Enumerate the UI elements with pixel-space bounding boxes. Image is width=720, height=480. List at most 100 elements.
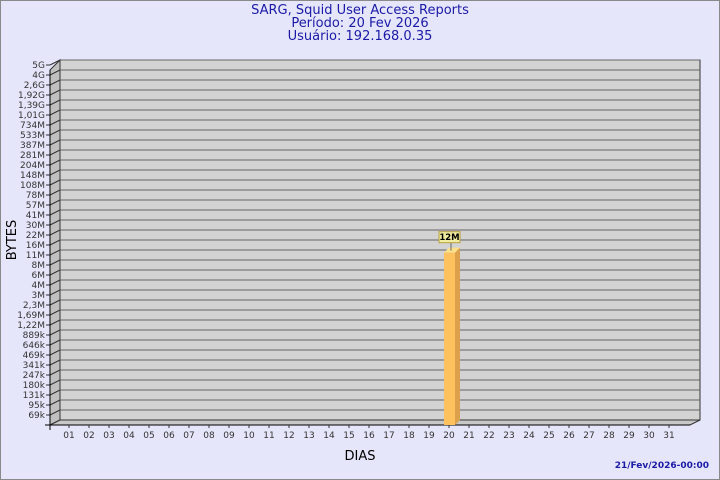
x-tick-label: 28 <box>603 431 615 441</box>
x-tick-label: 12 <box>283 431 294 441</box>
y-tick-label: 204M <box>20 161 45 171</box>
gridline-connector <box>49 389 61 396</box>
gridline-connector <box>49 359 61 366</box>
x-tick-label: 08 <box>203 431 215 441</box>
y-tick-label: 1,39G <box>18 101 45 111</box>
x-tick-label: 26 <box>563 431 575 441</box>
gridline-connector <box>49 379 61 386</box>
y-tick-label: 148M <box>20 171 45 181</box>
gridline-connector <box>49 169 61 176</box>
gridline-connector <box>49 159 61 166</box>
x-tick-label: 04 <box>123 431 135 441</box>
y-tick-label: 180k <box>23 381 46 391</box>
x-tick-label: 15 <box>343 431 354 441</box>
gridline-connector <box>49 149 61 156</box>
x-tick-label: 31 <box>663 431 674 441</box>
x-tick-label: 30 <box>643 431 655 441</box>
y-tick-label: 1,01G <box>18 111 45 121</box>
x-tick-label: 22 <box>483 431 494 441</box>
x-axis-label: DIAS <box>345 449 376 464</box>
x-tick-label: 29 <box>623 431 635 441</box>
gridline-connector <box>49 129 61 136</box>
y-tick-label: 734M <box>20 121 45 131</box>
x-tick-label: 05 <box>143 431 154 441</box>
gridline-connector <box>49 289 61 296</box>
gridline-connector <box>49 109 61 116</box>
gridline-connector <box>49 279 61 286</box>
gridline-connector <box>49 339 61 346</box>
x-tick-label: 01 <box>63 431 74 441</box>
y-tick-label: 108M <box>20 181 45 191</box>
gridline-connector <box>49 319 61 326</box>
y-tick-label: 22M <box>26 231 45 241</box>
gridline-connector <box>49 229 61 236</box>
footer-timestamp: 21/Fev/2026-00:00 <box>614 461 709 471</box>
gridline-connector <box>49 99 61 106</box>
y-tick-label: 247k <box>23 371 46 381</box>
gridline-connector <box>49 139 61 146</box>
x-tick-label: 02 <box>83 431 94 441</box>
gridline-connector <box>49 199 61 206</box>
gridline-connector <box>49 89 61 96</box>
gridline-connector <box>49 299 61 306</box>
y-tick-label: 1,92G <box>18 91 45 101</box>
gridline-connector <box>49 309 61 316</box>
y-tick-label: 30M <box>26 221 45 231</box>
y-tick-label: 646k <box>23 341 46 351</box>
y-tick-label: 3M <box>32 291 46 301</box>
x-tick-label: 23 <box>503 431 514 441</box>
x-tick-label: 14 <box>323 431 335 441</box>
y-tick-label: 16M <box>26 241 45 251</box>
plot-floor <box>49 419 701 426</box>
y-tick-label: 341k <box>23 361 46 371</box>
y-tick-label: 2,3M <box>23 301 45 311</box>
x-tick-label: 20 <box>443 431 455 441</box>
x-tick-label: 13 <box>303 431 314 441</box>
bar-top <box>444 247 460 253</box>
bar-side <box>455 247 460 425</box>
y-tick-label: 1,69M <box>17 311 45 321</box>
gridline-connector <box>49 219 61 226</box>
y-tick-label: 4G <box>32 71 45 81</box>
x-tick-label: 07 <box>183 431 194 441</box>
gridline-connector <box>49 259 61 266</box>
chart-title: SARG, Squid User Access Reports <box>251 3 469 18</box>
gridline-connector <box>49 269 61 276</box>
gridline-connector <box>49 189 61 196</box>
gridline-connector <box>49 79 61 86</box>
gridline-connector <box>49 209 61 216</box>
y-tick-label: 78M <box>26 191 45 201</box>
y-tick-label: 95k <box>28 401 45 411</box>
x-tick-label: 21 <box>463 431 474 441</box>
x-tick-label: 17 <box>383 431 394 441</box>
gridline-connector <box>49 69 61 76</box>
y-axis-label: BYTES <box>5 220 20 261</box>
gridline-connector <box>49 399 61 406</box>
y-tick-label: 6M <box>32 271 46 281</box>
y-tick-label: 11M <box>26 251 45 261</box>
x-tick-label: 16 <box>363 431 375 441</box>
gridline-connector <box>49 369 61 376</box>
y-tick-label: 1,22M <box>17 321 45 331</box>
gridline-connector <box>49 119 61 126</box>
y-tick-label: 469k <box>23 351 46 361</box>
x-tick-label: 25 <box>543 431 554 441</box>
gridline-connector <box>49 409 61 416</box>
y-tick-label: 2,6G <box>24 81 45 91</box>
y-tick-label: 5G <box>32 61 45 71</box>
x-tick-label: 06 <box>163 431 175 441</box>
y-tick-label: 533M <box>20 131 45 141</box>
y-tick-label: 69k <box>28 411 45 421</box>
y-tick-label: 8M <box>32 261 46 271</box>
gridline-connector <box>49 349 61 356</box>
y-tick-label: 889k <box>23 331 46 341</box>
chart-subtitle-user: Usuário: 192.168.0.35 <box>287 29 433 44</box>
x-tick-label: 11 <box>263 431 274 441</box>
data-label: 12M <box>439 233 459 243</box>
gridline-connector <box>49 249 61 256</box>
y-tick-label: 131k <box>23 391 46 401</box>
x-tick-label: 24 <box>523 431 535 441</box>
chart-subtitle-period: Período: 20 Fev 2026 <box>291 16 429 31</box>
y-tick-label: 57M <box>26 201 45 211</box>
